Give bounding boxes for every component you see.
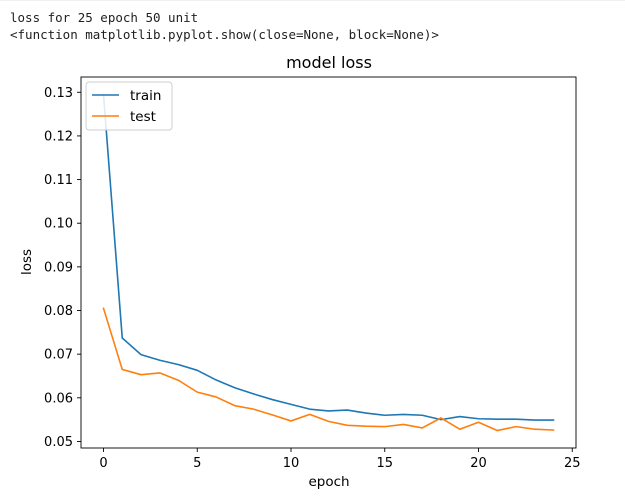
series-line-test — [102, 307, 555, 432]
plot-area: 0 5 10 15 20 25 0.05 0.06 0.07 0.08 0.09 0.10 0.11 0.… — [44, 76, 581, 471]
legend-label-train: train — [130, 88, 161, 104]
stdout-text: loss for 25 epoch 50 unit <function matpl… — [10, 9, 439, 43]
x-tick-label: 15 — [376, 456, 393, 471]
legend-label-test: test — [130, 109, 156, 125]
axes-frame — [80, 76, 577, 449]
legend-box — [85, 81, 173, 131]
y-tick-label: 0.06 — [44, 391, 73, 406]
x-axis-label: epoch — [308, 474, 349, 490]
x-tick-label: 0 — [99, 456, 107, 471]
series-line-train — [102, 93, 555, 421]
y-tick-label: 0.05 — [44, 435, 73, 450]
y-tick-label: 0.11 — [44, 173, 73, 188]
y-tick-label: 0.09 — [44, 260, 73, 275]
y-tick-label: 0.08 — [44, 304, 73, 319]
stdout-line: <function matplotlib.pyplot.show(close=N… — [10, 27, 439, 42]
chart-title: model loss — [286, 53, 372, 72]
x-tick-label: 20 — [470, 456, 487, 471]
y-tick-label: 0.13 — [44, 86, 73, 101]
x-tick-label: 10 — [283, 456, 300, 471]
cell-divider — [0, 0, 625, 1]
x-tick-label: 5 — [193, 456, 201, 471]
y-tick-label: 0.07 — [44, 348, 73, 363]
y-tick-label: 0.12 — [44, 129, 73, 144]
y-axis-label: loss — [19, 249, 35, 275]
y-tick-label: 0.10 — [44, 217, 73, 232]
stdout-line: loss for 25 epoch 50 unit — [10, 10, 199, 25]
x-tick-label: 25 — [564, 456, 581, 471]
